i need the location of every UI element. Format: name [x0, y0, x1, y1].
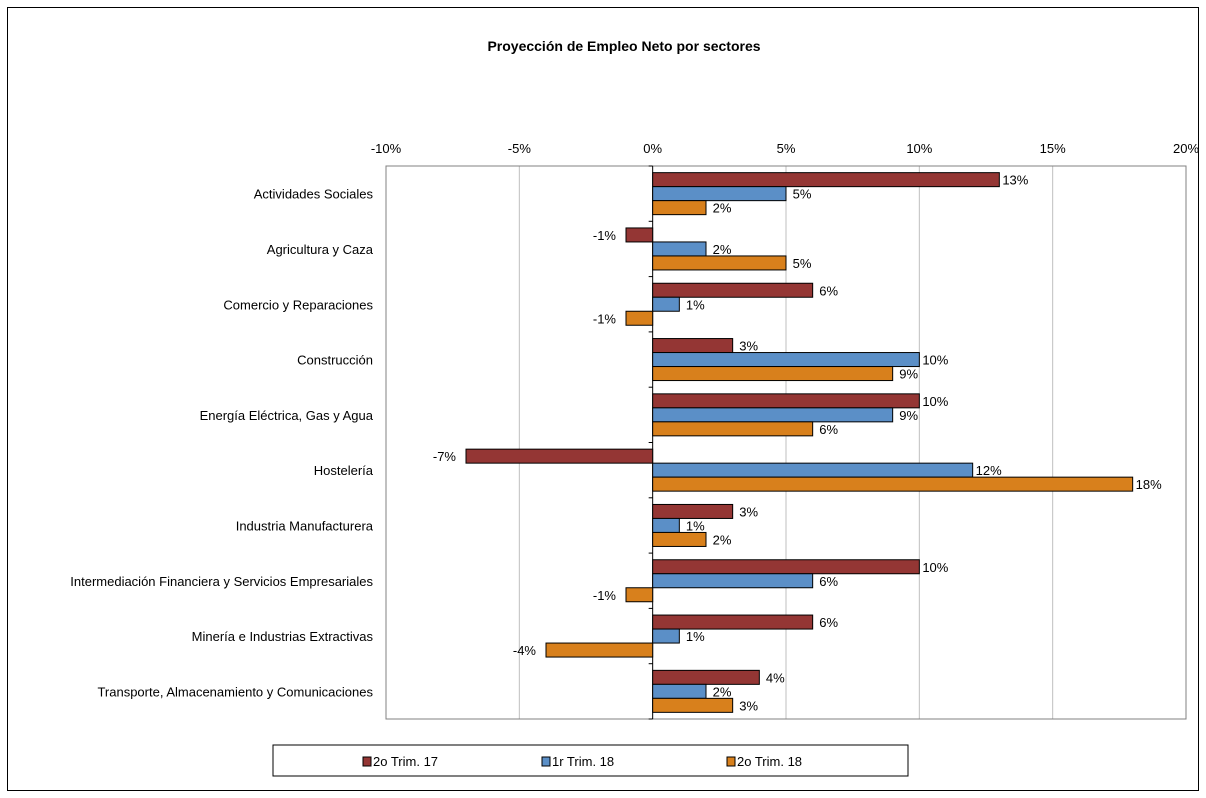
data-label: -4%: [513, 643, 537, 658]
chart-frame: [7, 7, 1199, 791]
data-label: 2%: [713, 242, 732, 257]
legend: 2o Trim. 17 1r Trim. 18 2o Trim. 18: [272, 744, 909, 777]
x-tick-label: -10%: [371, 141, 402, 156]
bar: [652, 559, 920, 575]
x-tick-label: 15%: [1040, 141, 1066, 156]
data-label: 9%: [899, 408, 918, 423]
bar: [652, 338, 734, 354]
data-label: 10%: [922, 394, 948, 409]
data-label: 2%: [713, 201, 732, 216]
data-label: -1%: [593, 311, 617, 326]
bars: [465, 172, 1134, 713]
category-labels: Actividades Sociales Agricultura y Caza Co…: [70, 187, 374, 700]
legend-swatch: [541, 756, 551, 767]
bar: [652, 462, 974, 478]
data-label: 1%: [686, 518, 705, 533]
bar: [545, 642, 654, 658]
bar: [652, 352, 920, 368]
data-label: 6%: [819, 283, 838, 298]
data-label: 2%: [713, 684, 732, 699]
bar: [625, 587, 654, 603]
bar: [652, 421, 814, 437]
bar: [652, 407, 894, 423]
bar: [465, 448, 654, 464]
data-label: 1%: [686, 629, 705, 644]
category-label: Transporte, Almacenamiento y Comunicacio…: [97, 684, 373, 699]
grid: [385, 165, 1187, 720]
category-label: Hostelería: [314, 463, 374, 478]
bar: [652, 366, 894, 382]
data-label: 6%: [819, 615, 838, 630]
legend-box: [272, 744, 909, 777]
data-labels: 13% -1% 6% 3% 10% -7% 3% 10% 6% 4% 5% 2% 1% 10% 9% 12% 1…: [433, 173, 1162, 714]
bar: [652, 296, 680, 312]
x-tick-label: 20%: [1173, 141, 1199, 156]
data-label: 10%: [922, 353, 948, 368]
legend-swatch: [362, 756, 372, 767]
legend-label: 2o Trim. 17: [373, 754, 438, 769]
bar: [652, 628, 680, 644]
bar: [652, 241, 707, 257]
data-label: 5%: [793, 256, 812, 271]
bar: [652, 614, 814, 630]
bar: [652, 531, 707, 547]
bar: [652, 255, 787, 271]
bar: [625, 310, 654, 326]
data-label: 12%: [976, 463, 1002, 478]
data-label: 13%: [1002, 173, 1028, 188]
data-label: 10%: [922, 560, 948, 575]
x-tick-label: 0%: [643, 141, 662, 156]
bar: [652, 517, 680, 533]
bar: [652, 393, 920, 409]
bar: [652, 669, 760, 685]
category-label: Construcción: [297, 353, 373, 368]
data-label: 2%: [713, 532, 732, 547]
category-label: Agricultura y Caza: [267, 242, 374, 257]
category-label: Minería e Industrias Extractivas: [192, 629, 374, 644]
legend-label: 2o Trim. 18: [737, 754, 802, 769]
data-label: 5%: [793, 187, 812, 202]
legend-swatch: [726, 756, 736, 767]
data-label: 1%: [686, 297, 705, 312]
data-label: 3%: [739, 339, 758, 354]
x-axis-ticks: -10% -5% 0% 5% 10% 15% 20%: [371, 141, 1200, 156]
data-label: 4%: [766, 670, 785, 685]
category-label: Comercio y Reparaciones: [223, 297, 373, 312]
x-tick-label: -5%: [508, 141, 532, 156]
data-label: -1%: [593, 588, 617, 603]
plot-area-border: [385, 165, 1187, 720]
bar: [652, 200, 707, 216]
category-label: Actividades Sociales: [254, 187, 374, 202]
bar: [652, 573, 814, 589]
category-label: Energía Eléctrica, Gas y Agua: [200, 408, 374, 423]
data-label: 6%: [819, 574, 838, 589]
data-label: -7%: [433, 449, 457, 464]
x-tick-label: 10%: [906, 141, 932, 156]
data-label: -1%: [593, 228, 617, 243]
data-label: 18%: [1136, 477, 1162, 492]
bar: [652, 503, 734, 519]
bar: [652, 172, 1000, 188]
bar: [652, 476, 1134, 492]
data-label: 9%: [899, 367, 918, 382]
bar: [652, 683, 707, 699]
bar: [652, 697, 734, 713]
category-label: Industria Manufacturera: [236, 518, 374, 533]
bar: [625, 227, 654, 243]
data-label: 3%: [739, 504, 758, 519]
bar: [652, 186, 787, 202]
legend-label: 1r Trim. 18: [552, 754, 614, 769]
data-label: 6%: [819, 422, 838, 437]
category-label: Intermediación Financiera y Servicios Em…: [70, 574, 373, 589]
chart-title: Proyección de Empleo Neto por sectores: [487, 38, 760, 54]
bar: [652, 282, 814, 298]
x-tick-label: 5%: [777, 141, 796, 156]
data-label: 3%: [739, 698, 758, 713]
